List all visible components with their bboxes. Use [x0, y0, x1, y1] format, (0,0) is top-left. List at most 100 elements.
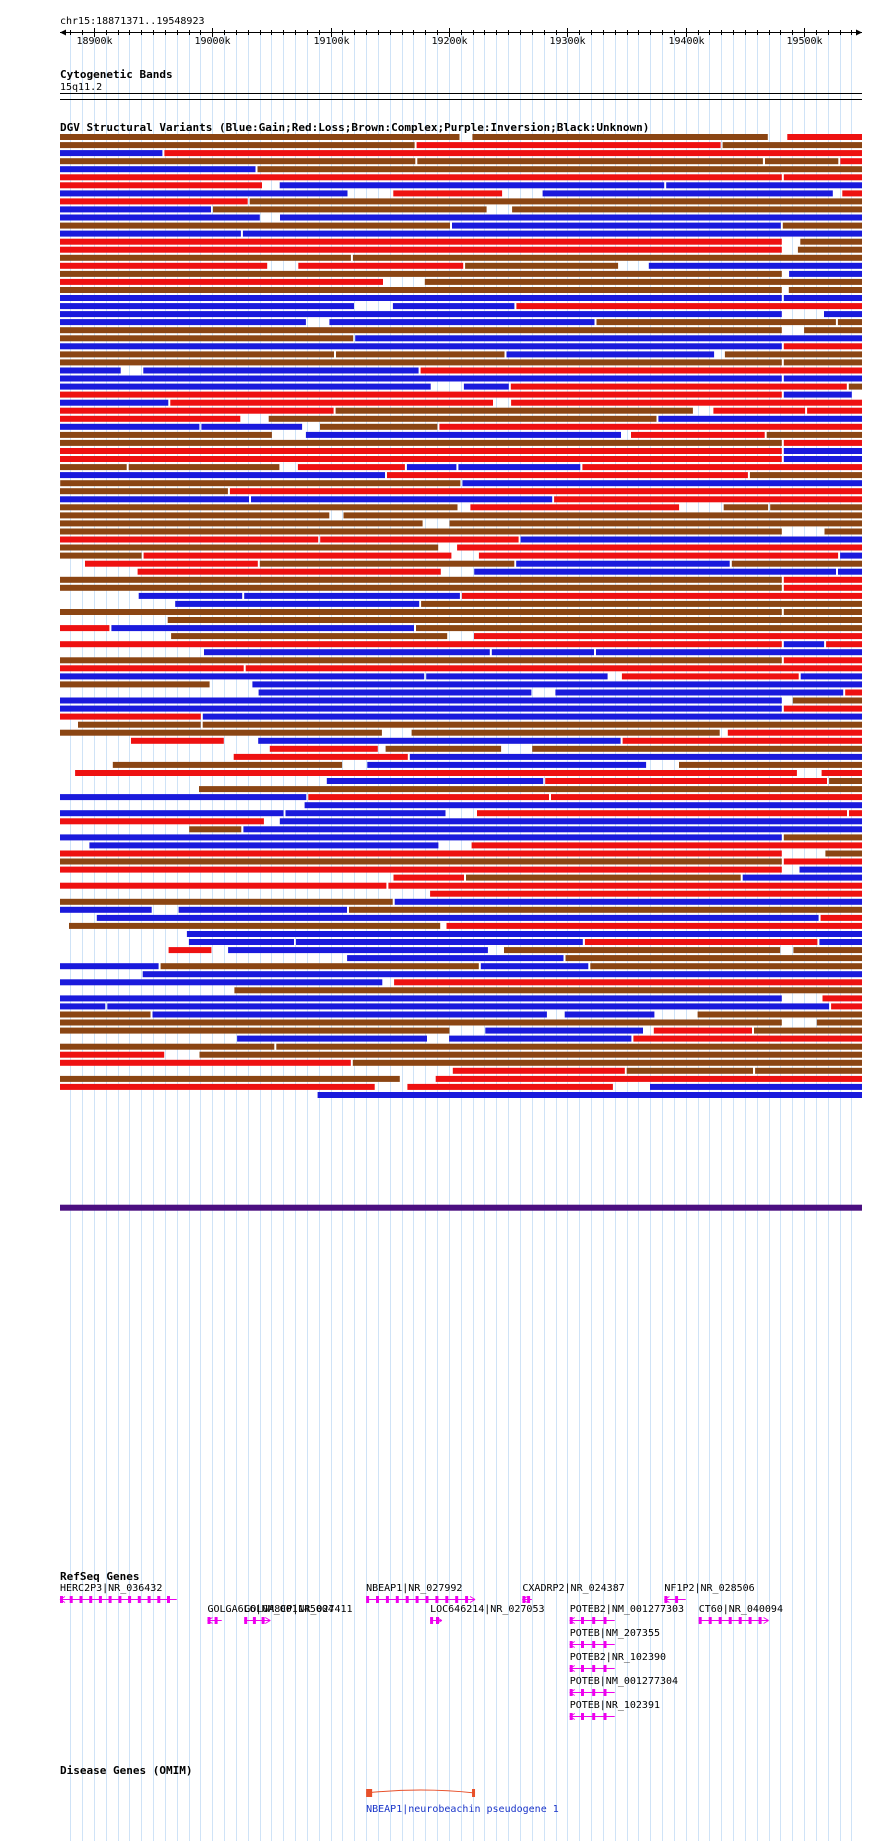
- variant-bar[interactable]: [60, 1027, 450, 1034]
- variant-bar[interactable]: [821, 770, 862, 776]
- variant-bar[interactable]: [511, 399, 862, 406]
- variant-bar[interactable]: [60, 544, 439, 551]
- refseq-genes[interactable]: HERC2P3|NR_036432 GOLGA6L6|NM_001145004GO…: [59, 1583, 783, 1720]
- variant-bar[interactable]: [60, 464, 127, 471]
- variant-bar[interactable]: [565, 955, 863, 962]
- variant-bar[interactable]: [199, 786, 862, 793]
- variant-bar[interactable]: [128, 464, 280, 471]
- variant-bar[interactable]: [60, 850, 782, 857]
- variant-bar[interactable]: [799, 866, 863, 873]
- variant-bar[interactable]: [477, 810, 847, 817]
- variant-bar[interactable]: [60, 834, 782, 841]
- variant-bar[interactable]: [298, 262, 464, 269]
- variant-bar[interactable]: [60, 995, 782, 1002]
- variant-bar[interactable]: [213, 206, 487, 213]
- variant-bar[interactable]: [770, 504, 862, 511]
- variant-bar[interactable]: [653, 1027, 752, 1034]
- variant-bar[interactable]: [60, 254, 351, 261]
- variant-bar[interactable]: [783, 858, 862, 865]
- variant-bar[interactable]: [251, 496, 553, 503]
- variant-bar[interactable]: [60, 262, 268, 269]
- variant-bar[interactable]: [516, 303, 862, 310]
- variant-bar[interactable]: [60, 963, 159, 970]
- variant-bar[interactable]: [252, 681, 862, 688]
- variant-bar[interactable]: [60, 174, 782, 181]
- variant-bar[interactable]: [305, 431, 621, 438]
- refseq-gene[interactable]: POTEB2|NR_102390: [569, 1652, 666, 1672]
- variant-bar[interactable]: [60, 552, 142, 559]
- variant-bar[interactable]: [60, 504, 458, 511]
- variant-bar[interactable]: [542, 190, 833, 197]
- variant-bar[interactable]: [545, 778, 827, 784]
- variant-bar[interactable]: [60, 1043, 275, 1050]
- variant-bar[interactable]: [474, 633, 862, 640]
- variant-bar[interactable]: [171, 633, 448, 640]
- variant-bar[interactable]: [783, 359, 862, 366]
- variant-bar[interactable]: [658, 415, 862, 422]
- variant-bar[interactable]: [679, 761, 862, 768]
- refseq-gene[interactable]: HERC2P3|NR_036432: [59, 1583, 177, 1603]
- variant-bar[interactable]: [463, 383, 509, 390]
- variant-bar[interactable]: [60, 166, 256, 173]
- variant-bar[interactable]: [831, 1003, 862, 1010]
- variant-bar[interactable]: [285, 810, 446, 817]
- variant-bar[interactable]: [797, 246, 862, 253]
- variant-bar[interactable]: [60, 182, 262, 189]
- variant-bar[interactable]: [60, 1011, 151, 1018]
- variant-bar[interactable]: [60, 134, 460, 140]
- variant-bar[interactable]: [85, 560, 258, 567]
- variant-bar[interactable]: [742, 874, 862, 881]
- variant-bar[interactable]: [393, 190, 503, 197]
- variant-bar[interactable]: [840, 158, 862, 165]
- variant-bar[interactable]: [245, 665, 862, 672]
- variant-bar[interactable]: [229, 488, 862, 495]
- variant-bar[interactable]: [783, 375, 862, 382]
- variant-bar[interactable]: [783, 584, 862, 591]
- variant-bar[interactable]: [329, 319, 595, 326]
- variant-bar[interactable]: [242, 230, 862, 237]
- variant-bar[interactable]: [564, 1011, 655, 1018]
- variant-bar[interactable]: [465, 262, 619, 269]
- variant-bar[interactable]: [804, 327, 862, 334]
- variant-bar[interactable]: [188, 939, 294, 945]
- variant-bar[interactable]: [60, 222, 450, 229]
- variant-bar[interactable]: [60, 866, 782, 873]
- variant-bar[interactable]: [783, 456, 862, 462]
- variant-bar[interactable]: [60, 415, 241, 422]
- variant-bar[interactable]: [826, 641, 862, 648]
- variant-bar[interactable]: [470, 504, 680, 511]
- variant-bar[interactable]: [352, 254, 862, 261]
- variant-bar[interactable]: [411, 729, 720, 736]
- variant-bar[interactable]: [582, 464, 862, 471]
- variant-bar[interactable]: [749, 472, 862, 479]
- variant-bar[interactable]: [138, 592, 243, 599]
- variant-bar[interactable]: [60, 657, 782, 664]
- variant-bar[interactable]: [60, 246, 782, 253]
- variant-bar[interactable]: [60, 343, 782, 350]
- variant-bar[interactable]: [296, 939, 583, 945]
- variant-bar[interactable]: [60, 287, 782, 293]
- variant-bar[interactable]: [60, 431, 272, 438]
- variant-bar[interactable]: [480, 963, 589, 970]
- variant-bar[interactable]: [439, 423, 862, 430]
- variant-bar[interactable]: [60, 705, 782, 712]
- variant-bar[interactable]: [783, 391, 852, 398]
- variant-bar[interactable]: [789, 270, 862, 277]
- variant-bar[interactable]: [622, 737, 862, 744]
- variant-bar[interactable]: [164, 150, 862, 157]
- variant-bar[interactable]: [60, 496, 249, 503]
- variant-bar[interactable]: [60, 238, 782, 245]
- variant-bar[interactable]: [279, 818, 862, 825]
- variant-bar[interactable]: [228, 947, 488, 954]
- refseq-gene[interactable]: GOLGA8CP|NR_027411: [244, 1604, 353, 1624]
- variant-bar[interactable]: [648, 262, 862, 269]
- refseq-gene[interactable]: NF1P2|NR_028506: [664, 1583, 755, 1603]
- refseq-gene[interactable]: LOC646214|NR_027053: [430, 1604, 544, 1624]
- variant-bar[interactable]: [111, 625, 415, 632]
- variant-bar[interactable]: [452, 1067, 625, 1074]
- variant-bar[interactable]: [60, 681, 210, 688]
- variant-bar[interactable]: [409, 753, 862, 760]
- variant-bar[interactable]: [394, 979, 862, 986]
- variant-bar[interactable]: [650, 1083, 862, 1090]
- variant-bar[interactable]: [367, 761, 647, 768]
